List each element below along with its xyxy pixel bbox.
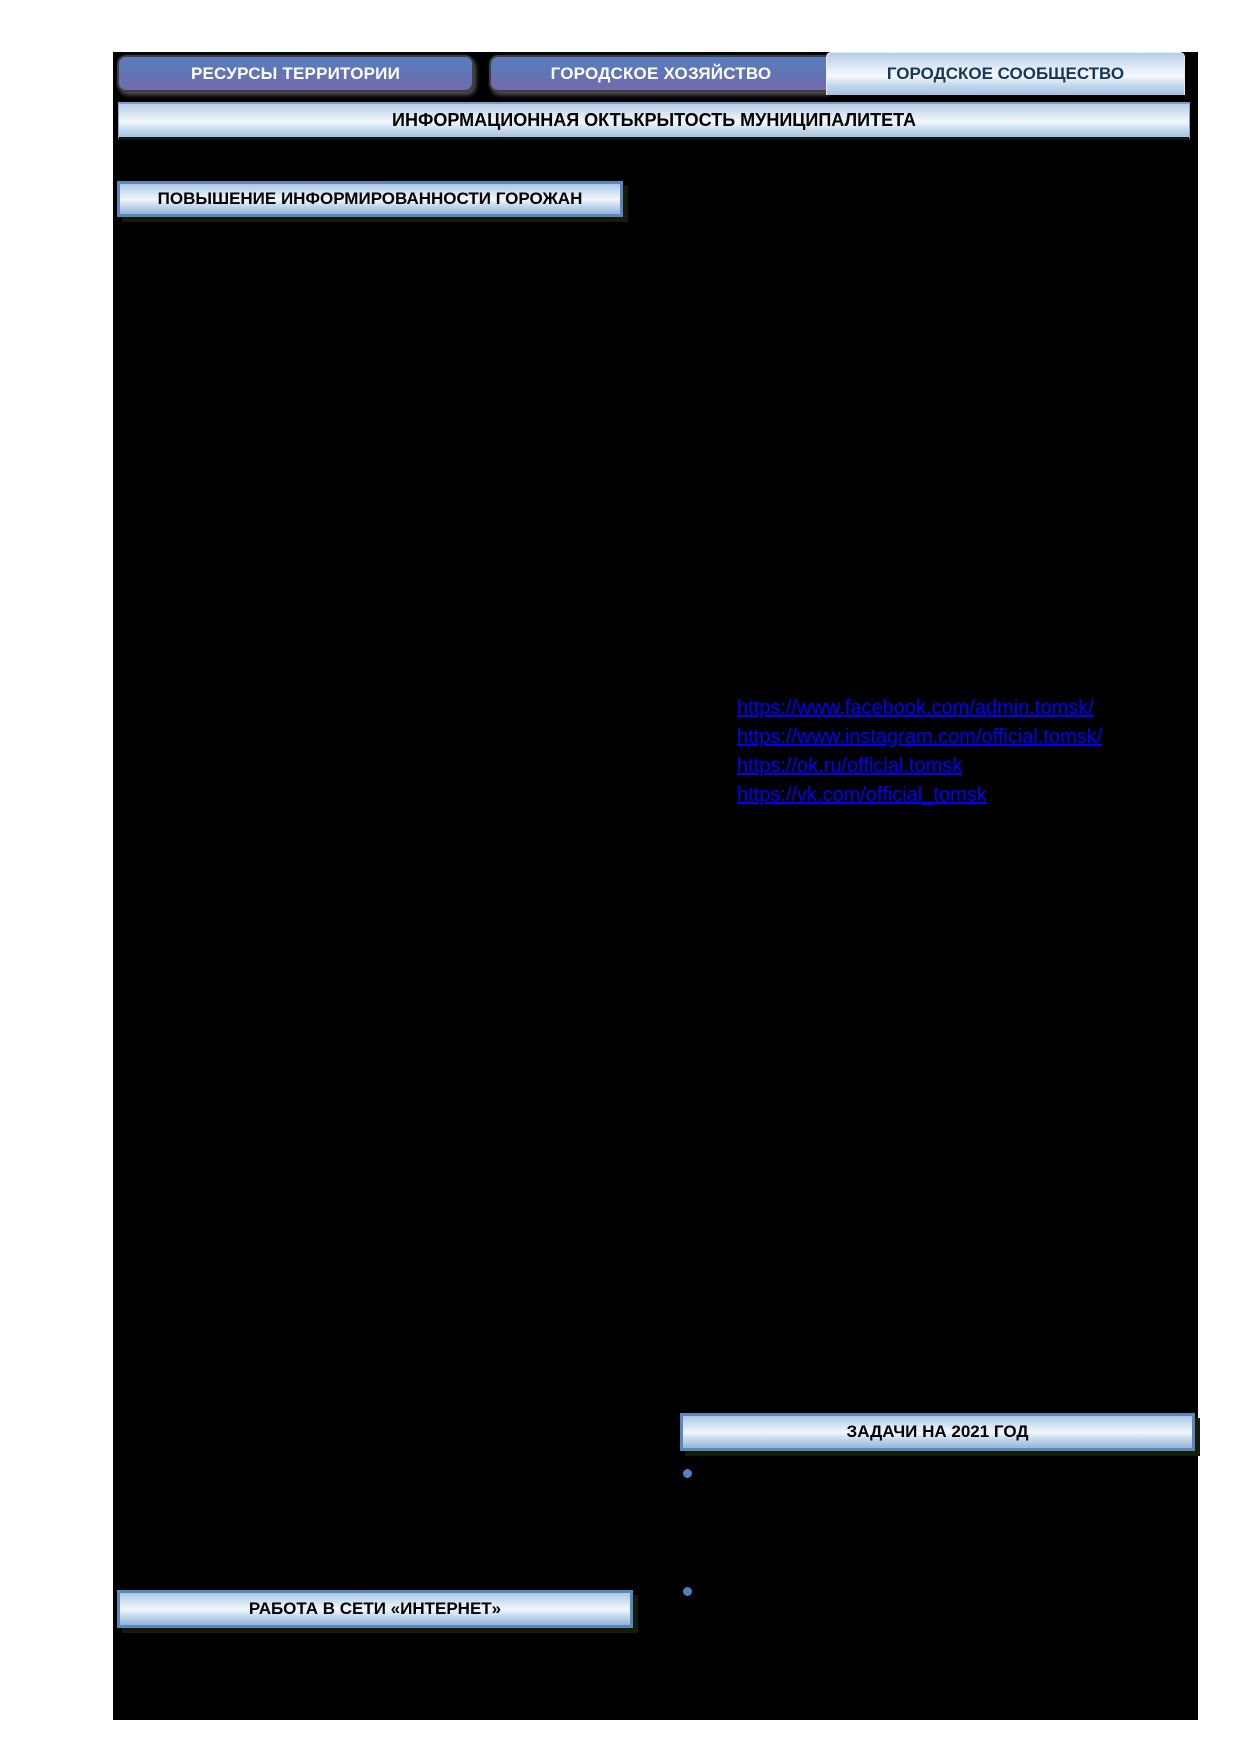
section-title-informing-citizens: ПОВЫШЕНИЕ ИНФОРМИРОВАННОСТИ ГОРОЖАН — [117, 181, 623, 217]
section-title-internet-work: РАБОТА В СЕТИ «ИНТЕРНЕТ» — [117, 1590, 633, 1628]
odnoklassniki-link[interactable]: https://ok.ru/official.tomsk — [737, 755, 963, 777]
slide-title-bar: ИНФОРМАЦИОННАЯ ОКТЬКРЫТОСТЬ МУНИЦИПАЛИТЕ… — [118, 102, 1190, 140]
slide-background — [113, 52, 1198, 1720]
bullet-icon — [683, 1469, 692, 1478]
social-links-list: https://www.facebook.com/admin.tomsk/ ht… — [737, 694, 1102, 810]
tab-resources-territory[interactable]: РЕСУРСЫ ТЕРРИТОРИИ — [117, 55, 474, 92]
instagram-link[interactable]: https://www.instagram.com/official.tomsk… — [737, 726, 1103, 748]
tab-city-economy[interactable]: ГОРОДСКОЕ ХОЗЯЙСТВО — [489, 55, 833, 92]
tab-city-community-active[interactable]: ГОРОДСКОЕ СООБЩЕСТВО — [826, 52, 1185, 95]
section-title-tasks-2021: ЗАДАЧИ НА 2021 ГОД — [680, 1413, 1195, 1451]
facebook-link[interactable]: https://www.facebook.com/admin.tomsk/ — [737, 697, 1094, 719]
bullet-icon — [683, 1587, 692, 1596]
vkontakte-link[interactable]: https://vk.com/official_tomsk — [737, 784, 987, 806]
